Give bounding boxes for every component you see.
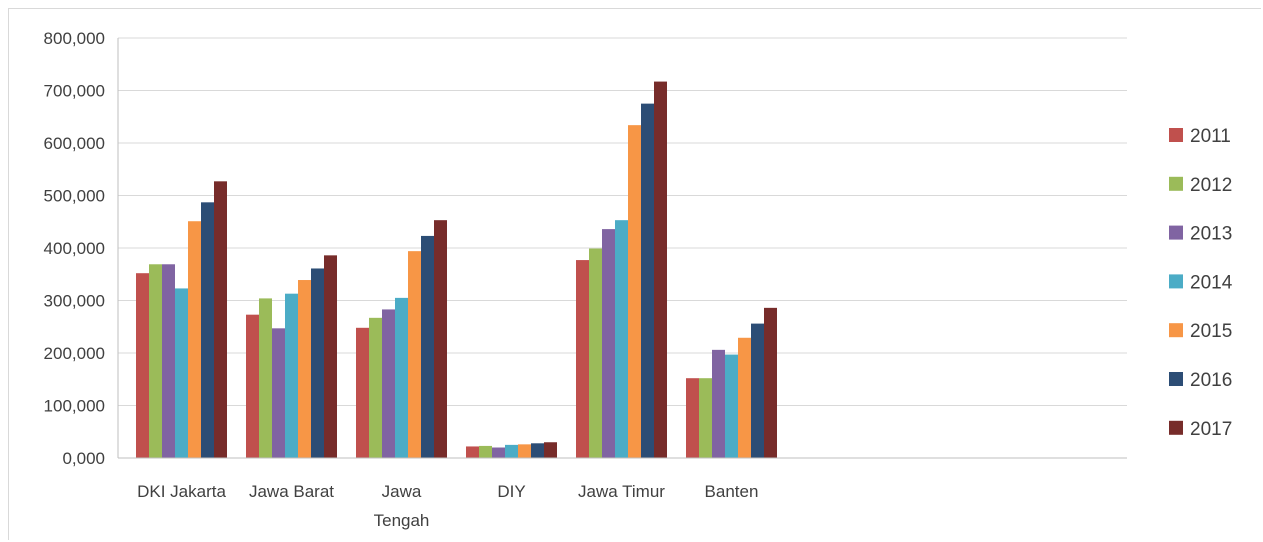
legend-swatch-2011 [1169,128,1183,142]
y-tick-label: 200,000 [44,344,105,363]
bar-2017-banten [764,307,777,458]
legend-label-2014: 2014 [1190,272,1233,293]
bar-2012-jawa-timur [589,248,602,458]
category-label: DKI Jakarta [137,482,226,501]
axes: 0,000 100,000 200,000 300,000 400,000 500,000… [44,29,1127,530]
y-tick-label: 500,000 [44,187,105,206]
bar-2014-jawa-barat [285,293,298,458]
category-label: Jawa Timur [578,482,665,501]
y-tick-label: 300,000 [44,292,105,311]
bar-2012-jawa-barat [259,298,272,458]
category-label: Jawa Barat [249,482,334,501]
category-label: Jawa [382,482,422,501]
legend-label-2016: 2016 [1190,370,1232,391]
legend-label-2013: 2013 [1190,224,1232,245]
bar-2011-jawa-barat [246,314,259,458]
bar-2014-dki-jakarta [175,288,188,458]
bar-2015-diy [518,444,531,458]
bar-2014-diy [505,444,518,458]
legend-swatch-2012 [1169,176,1183,191]
bar-2011-dki-jakarta [136,273,149,458]
bar-2011-jawa-tengah [356,327,369,458]
y-tick-label: 700,000 [44,82,105,101]
legend-swatch-2017 [1169,420,1183,435]
y-tick-label: 100,000 [44,397,105,416]
bar-2013-dki-jakarta [162,264,175,458]
chart-frame [8,8,1261,540]
legend-swatch-2014 [1169,274,1183,289]
bar-2011-banten [686,378,699,458]
bar-2017-jawa-tengah [434,220,447,458]
bar-2012-banten [699,378,712,458]
legend-label-2012: 2012 [1190,175,1232,196]
legend-swatch-2016 [1169,372,1183,386]
bar-2014-jawa-timur [615,220,628,458]
bar-2013-banten [712,349,725,458]
bar-2016-diy [531,443,544,458]
y-tick-label: 0,000 [62,449,105,468]
bar-2015-jawa-barat [298,280,311,458]
legend-label-2011: 2011 [1190,126,1231,147]
legend-swatch-2015 [1169,323,1183,338]
bar-2013-jawa-barat [272,328,285,458]
bar-2016-jawa-timur [641,103,654,458]
bar-2015-banten [738,337,751,458]
bar-2011-diy [466,446,479,458]
bar-2014-banten [725,354,738,458]
bars [136,81,777,459]
bar-2015-jawa-tengah [408,251,421,458]
legend-swatch-2013 [1169,225,1183,240]
bar-2015-dki-jakarta [188,221,201,458]
bar-2014-jawa-tengah [395,297,408,458]
bar-2017-jawa-timur [654,81,667,458]
bar-2012-diy [479,445,492,458]
category-label: Banten [705,482,759,501]
bar-2012-dki-jakarta [149,264,162,458]
y-tick-label: 400,000 [44,239,105,258]
bar-2012-jawa-tengah [369,317,382,458]
legend: 2011 2012 2013 2014 2015 2016 2017 [1169,126,1233,440]
bar-2013-jawa-tengah [382,309,395,458]
bar-2013-diy [492,447,505,458]
category-label: DIY [497,482,525,501]
bar-2016-jawa-tengah [421,235,434,458]
bar-2016-dki-jakarta [201,202,214,458]
bar-2017-jawa-barat [324,255,337,458]
bar-2017-dki-jakarta [214,181,227,458]
bar-2016-banten [751,323,764,458]
legend-label-2017: 2017 [1190,419,1232,440]
y-tick-label: 600,000 [44,134,105,153]
legend-label-2015: 2015 [1190,321,1232,342]
bar-2016-jawa-barat [311,268,324,458]
category-label: Tengah [374,511,430,530]
bar-2015-jawa-timur [628,125,641,459]
bar-2013-jawa-timur [602,229,615,458]
bar-2017-diy [544,442,557,458]
y-tick-label: 800,000 [44,29,105,48]
bar-2011-jawa-timur [576,260,589,458]
